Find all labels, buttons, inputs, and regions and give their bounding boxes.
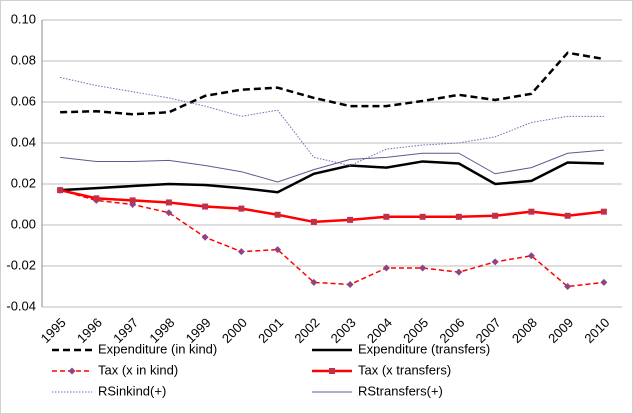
marker	[527, 252, 535, 260]
marker	[455, 213, 462, 220]
y-tick-label: 0.02	[11, 175, 36, 190]
legend-label: Expenditure (in kind)	[98, 341, 217, 356]
legend-label: Expenditure (transfers)	[358, 341, 490, 356]
y-tick-label: 0.06	[11, 93, 36, 108]
marker	[274, 211, 281, 218]
legend-label: Tax (x transfers)	[358, 362, 451, 377]
marker	[347, 216, 354, 223]
marker	[238, 205, 245, 212]
series-line	[59, 188, 605, 224]
marker	[274, 246, 282, 254]
series-line	[60, 76, 604, 167]
marker	[329, 368, 335, 374]
series-line	[60, 149, 604, 183]
marker	[455, 268, 463, 276]
series-line	[60, 51, 605, 116]
marker	[382, 264, 390, 272]
series-line	[59, 189, 604, 288]
marker	[491, 258, 499, 266]
marker	[419, 264, 427, 272]
marker	[165, 209, 173, 217]
marker	[346, 280, 354, 288]
marker	[237, 248, 245, 256]
marker	[492, 212, 499, 219]
marker	[600, 278, 608, 286]
marker	[528, 208, 535, 215]
marker	[201, 233, 209, 241]
marker	[165, 199, 172, 206]
marker	[129, 197, 136, 204]
marker	[68, 367, 76, 375]
legend-label: RStransfers(+)	[358, 383, 443, 398]
marker	[383, 213, 390, 220]
y-tick-label: 0.04	[11, 134, 36, 149]
marker	[93, 195, 100, 202]
y-tick-label: -0.04	[6, 298, 36, 313]
marker	[600, 208, 607, 215]
legend-label: Tax (x in kind)	[98, 362, 178, 377]
legend-label: RSinkind(+)	[98, 383, 166, 398]
marker	[564, 283, 572, 290]
marker	[419, 213, 426, 220]
marker	[564, 212, 571, 219]
y-tick-label: -0.02	[6, 257, 36, 272]
marker	[310, 278, 318, 286]
marker	[310, 218, 317, 225]
y-tick-label: 0.10	[11, 11, 36, 26]
series-line	[60, 160, 604, 194]
marker	[202, 203, 209, 210]
y-tick-label: 0.08	[11, 52, 36, 67]
marker	[57, 187, 64, 194]
y-tick-label: 0.00	[11, 216, 36, 231]
